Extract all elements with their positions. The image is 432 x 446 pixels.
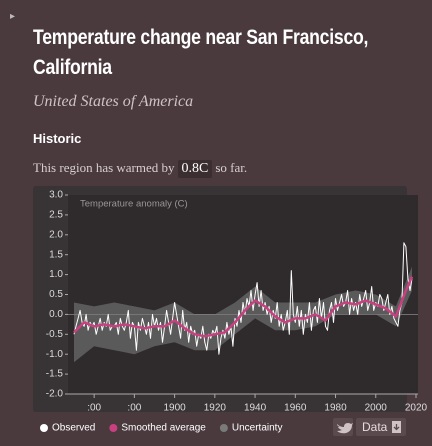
button-label[interactable]: Data (362, 420, 388, 434)
y-tick-label: 0.0 (49, 309, 63, 320)
x-tick-label: 2020 (405, 403, 428, 414)
title: California (33, 56, 112, 79)
y-tick-label: -2.0 (46, 389, 64, 400)
summary: This region has warmed by 0.8C so far. (33, 160, 247, 178)
y-tick-label: 0.5 (49, 289, 63, 300)
legend-label: Observed (52, 423, 95, 434)
x-tick-label: 1940 (244, 403, 267, 414)
legend-marker (109, 424, 118, 432)
data-button[interactable]: Data (356, 418, 406, 436)
legend-label: Smoothed average (121, 423, 206, 434)
y-tick-label: -0.5 (46, 329, 64, 340)
y-tick-label: 2.5 (49, 210, 63, 221)
x-tick-label: :00 (87, 403, 101, 414)
legend-marker (219, 424, 228, 432)
y-tick-label: -1.5 (46, 369, 64, 380)
summary-text: so far. (215, 160, 248, 175)
legend-label: Uncertainty (232, 423, 283, 434)
x-tick-label: 1980 (324, 403, 347, 414)
x-tick-label: :00 (127, 403, 141, 414)
title: Temperature change near San Francisco, (33, 26, 369, 49)
y-tick-label: -1.0 (46, 349, 64, 360)
twitter-button[interactable] (333, 418, 353, 436)
twitter-icon[interactable] (337, 423, 353, 434)
expand-arrow[interactable]: ▸ (10, 11, 16, 22)
x-tick-label: 1920 (204, 403, 227, 414)
y-tick-label: 2.0 (49, 229, 63, 240)
y-tick-label: 1.0 (49, 269, 63, 280)
y-tick-label: 3.0 (49, 190, 63, 201)
download-arrow[interactable] (393, 424, 400, 431)
series-line (73, 276, 414, 338)
series-line (73, 242, 413, 355)
section-heading: Historic (33, 131, 82, 146)
x-tick-label: 2000 (365, 403, 388, 414)
summary-value: 0.8C (177, 160, 213, 178)
axis-label: Temperature anomaly (C) (80, 199, 188, 210)
legend-marker (40, 424, 48, 432)
subtitle: United States of America (33, 93, 194, 110)
x-tick-label: 1900 (163, 403, 186, 414)
summary-text: This region has warmed by (33, 160, 175, 175)
y-tick-label: 1.5 (49, 249, 63, 260)
legend: Observed Smoothed average Uncertainty (40, 423, 282, 434)
x-tick-label: 1960 (284, 403, 307, 414)
